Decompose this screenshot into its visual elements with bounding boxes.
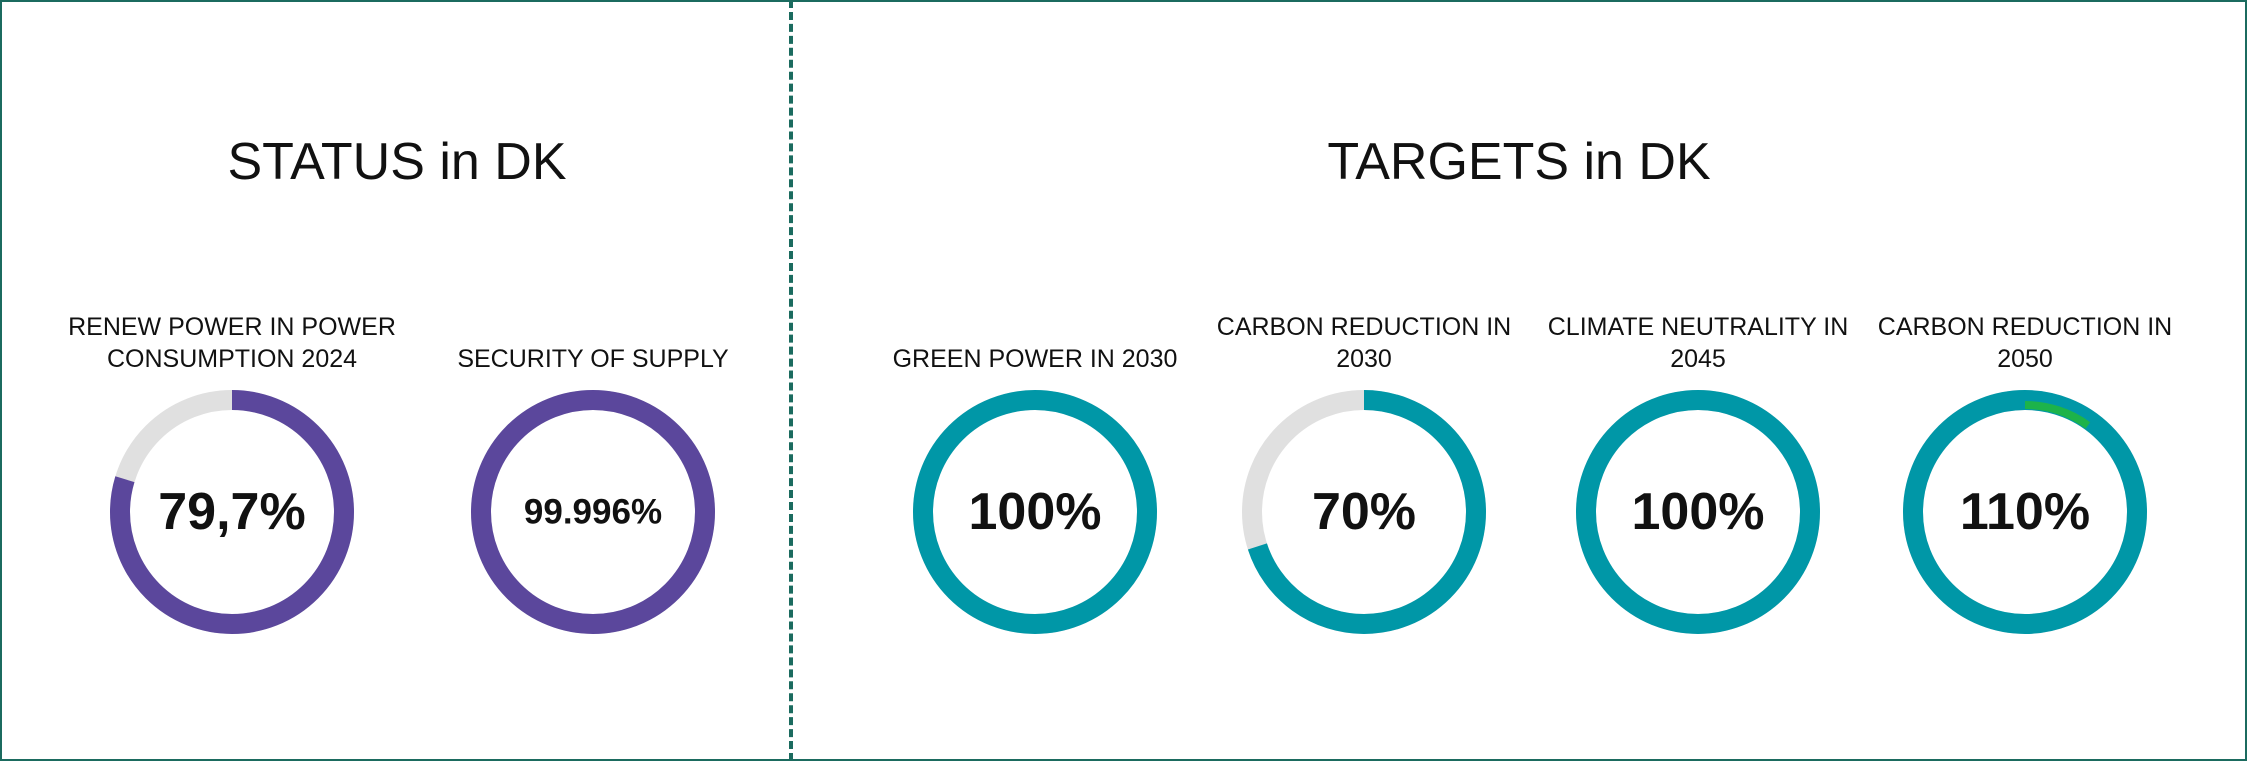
donut-chart: 100% — [913, 390, 1157, 634]
donut-arc — [471, 390, 715, 634]
section-title: STATUS in DK — [227, 133, 567, 191]
donut-chart: 70% — [1242, 390, 1486, 634]
donut-value-label: 100% — [969, 483, 1102, 541]
donut: SECURITY OF SUPPLY 99.996% — [423, 305, 763, 637]
donut-overflow-arc — [1914, 401, 2136, 623]
donut-value-label: 79,7% — [158, 483, 305, 541]
donut-title: SECURITY OF SUPPLY — [457, 345, 729, 373]
donut-title: CLIMATE NEUTRALITY IN 2045 — [1547, 313, 1849, 373]
donut: CARBON REDUCTION IN 2050 110% — [1855, 305, 2195, 637]
donut-value-label: 100% — [1632, 483, 1765, 541]
donut-value-label: 70% — [1312, 483, 1416, 541]
donut-arc — [110, 390, 354, 634]
donut-chart: 79,7% — [110, 390, 354, 634]
donut: GREEN POWER IN 2030 100% — [865, 305, 1205, 637]
donut-title: GREEN POWER IN 2030 — [892, 345, 1178, 373]
donut-value-label: 110% — [1960, 483, 2090, 541]
donut-title: CARBON REDUCTION IN 2050 — [1877, 313, 2173, 373]
donut-arc — [1903, 390, 2147, 634]
donut-title: RENEW POWER IN POWER CONSUMPTION 2024 — [68, 313, 396, 373]
donut-chart: 100% — [1576, 390, 1820, 634]
donut: RENEW POWER IN POWER CONSUMPTION 2024 79,… — [62, 305, 402, 637]
donut-arc — [1576, 390, 1820, 634]
donut-arc — [913, 390, 1157, 634]
donut-value-label: 99.996% — [524, 493, 662, 532]
donut-title: CARBON REDUCTION IN 2030 — [1216, 313, 1512, 373]
divider — [789, 0, 793, 761]
donut-chart: 99.996% — [471, 390, 715, 634]
donut: CLIMATE NEUTRALITY IN 2045 100% — [1528, 305, 1868, 637]
donut-chart: 110% — [1903, 390, 2147, 634]
section-title: TARGETS in DK — [1327, 133, 1711, 191]
donut-arc — [1242, 390, 1486, 634]
donut: CARBON REDUCTION IN 2030 70% — [1194, 305, 1534, 637]
